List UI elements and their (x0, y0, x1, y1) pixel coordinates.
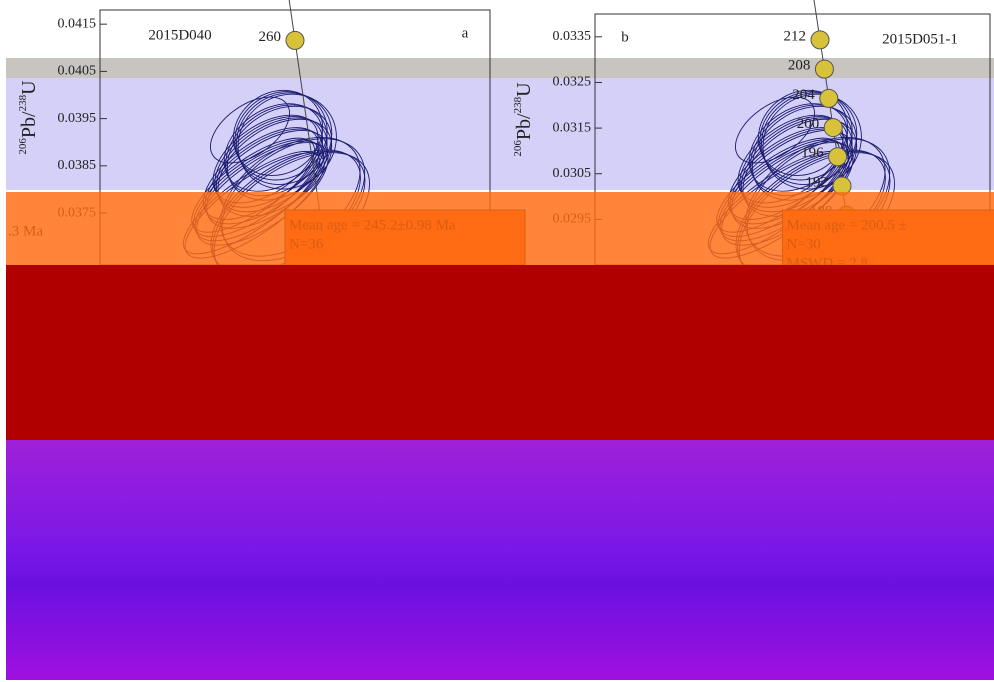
age-label: 196 (801, 145, 824, 161)
age-label: 200 (797, 116, 820, 132)
age-label: 208 (788, 58, 811, 74)
y-label-part: 206 (17, 138, 29, 155)
y-tick-label: 0.0325 (553, 75, 592, 90)
concordia-point (828, 147, 848, 167)
age-label: 204 (792, 87, 815, 103)
y-axis-label: 206Pb/238U (512, 82, 535, 157)
y-tick-label: 0.0335 (553, 29, 592, 44)
y-label-part: 206 (512, 140, 524, 157)
y-axis-label: 206Pb/238U (17, 80, 40, 155)
concordia-point (810, 30, 830, 50)
age-label: 192 (806, 174, 829, 190)
y-label-part: U (18, 80, 40, 95)
y-label-part: U (513, 82, 535, 97)
y-label-part: 238 (17, 94, 29, 111)
ellipse (232, 89, 323, 176)
y-label-part: Pb/ (18, 111, 40, 138)
ellipse (757, 89, 848, 176)
age-label: 212 (784, 28, 807, 44)
y-tick-label: 0.0315 (553, 120, 592, 135)
panel-letter: b (621, 29, 629, 45)
age-label: 260 (259, 29, 282, 45)
panel-letter: a (462, 25, 469, 41)
y-label-part: Pb/ (513, 113, 535, 140)
concordia-point (823, 118, 843, 138)
y-tick-label: 0.0405 (58, 64, 97, 79)
y-tick-label: 0.0385 (58, 158, 97, 173)
y-tick-label: 0.0415 (58, 16, 97, 31)
y-label-part: 238 (512, 96, 524, 113)
y-tick-label: 0.0305 (553, 166, 592, 181)
concordia-point (814, 59, 834, 79)
concordia-point (285, 30, 305, 50)
sample-name: 2015D051-1 (882, 31, 958, 47)
y-tick-label: 0.0395 (58, 111, 97, 126)
concordia-point (819, 88, 839, 108)
glitch-bands (6, 192, 994, 680)
sample-name: 2015D040 (148, 27, 211, 43)
